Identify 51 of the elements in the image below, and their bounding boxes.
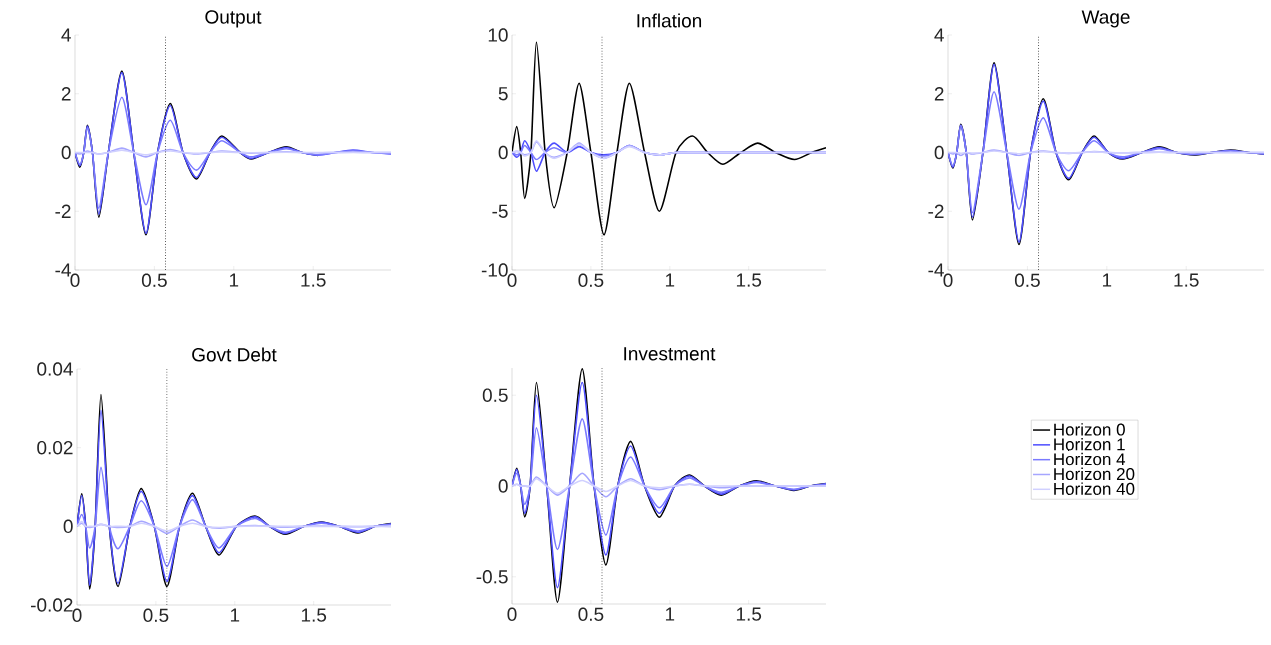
y-tick-label: 0 bbox=[498, 145, 508, 160]
x-tick-label: 1.5 bbox=[1174, 273, 1199, 287]
chart-title: Inflation bbox=[637, 13, 702, 28]
x-tick-label: 1 bbox=[665, 607, 675, 621]
x-tick-label: 0.5 bbox=[143, 608, 169, 622]
y-tick-label: -4 bbox=[55, 263, 71, 277]
y-tick-label: 0.5 bbox=[482, 388, 508, 402]
y-tick-label: 4 bbox=[61, 28, 71, 42]
y-tick-label: 0 bbox=[498, 479, 508, 493]
y-tick-label: 2 bbox=[61, 87, 71, 101]
legend-label: Horizon 20 bbox=[1054, 467, 1135, 481]
x-tick-label: 1 bbox=[229, 273, 239, 287]
x-tick-label: 1.5 bbox=[736, 273, 762, 287]
y-tick-label: -4 bbox=[928, 263, 944, 277]
legend-label: Horizon 0 bbox=[1054, 423, 1125, 436]
x-tick-label: 0 bbox=[943, 273, 953, 287]
y-tick-label: 0 bbox=[63, 519, 73, 534]
x-tick-label: 1 bbox=[665, 273, 675, 287]
x-tick-label: 1.5 bbox=[301, 273, 326, 287]
y-tick-label: 0 bbox=[61, 145, 71, 160]
y-tick-label: 5 bbox=[498, 87, 508, 101]
y-tick-label: 4 bbox=[934, 28, 944, 42]
x-tick-label: 0 bbox=[72, 608, 82, 622]
y-tick-label: 0.04 bbox=[37, 362, 73, 376]
y-tick-label: -2 bbox=[928, 204, 944, 218]
y-tick-label: 2 bbox=[934, 87, 944, 101]
chart-title: Govt Debt bbox=[192, 347, 277, 362]
y-tick-label: 0.02 bbox=[37, 440, 73, 455]
y-tick-label: -2 bbox=[55, 204, 71, 218]
y-tick-label: -0.02 bbox=[31, 598, 73, 612]
x-tick-label: 0.5 bbox=[578, 607, 604, 621]
x-tick-label: 0.5 bbox=[578, 273, 604, 287]
y-tick-label: 0 bbox=[934, 145, 944, 160]
x-tick-label: 0 bbox=[507, 607, 517, 621]
y-tick-label: -0.5 bbox=[476, 570, 508, 584]
x-tick-label: 0.5 bbox=[141, 273, 167, 287]
chart-title: Output bbox=[205, 10, 262, 28]
legend-label: Horizon 1 bbox=[1054, 437, 1125, 451]
chart-title: Investment bbox=[624, 347, 716, 361]
y-tick-label: 10 bbox=[488, 28, 508, 42]
x-tick-label: 1 bbox=[230, 608, 240, 622]
y-tick-label: -5 bbox=[492, 204, 508, 218]
x-tick-label: 1.5 bbox=[736, 607, 762, 621]
x-tick-label: 0.5 bbox=[1014, 273, 1040, 287]
y-tick-label: -10 bbox=[481, 263, 508, 277]
x-tick-label: 0 bbox=[507, 273, 517, 287]
chart-title: Wage bbox=[1081, 10, 1130, 28]
x-tick-label: 1 bbox=[1102, 273, 1112, 287]
legend-label: Horizon 40 bbox=[1054, 482, 1135, 495]
legend-label: Horizon 4 bbox=[1054, 452, 1126, 466]
x-tick-label: 1.5 bbox=[301, 608, 327, 622]
